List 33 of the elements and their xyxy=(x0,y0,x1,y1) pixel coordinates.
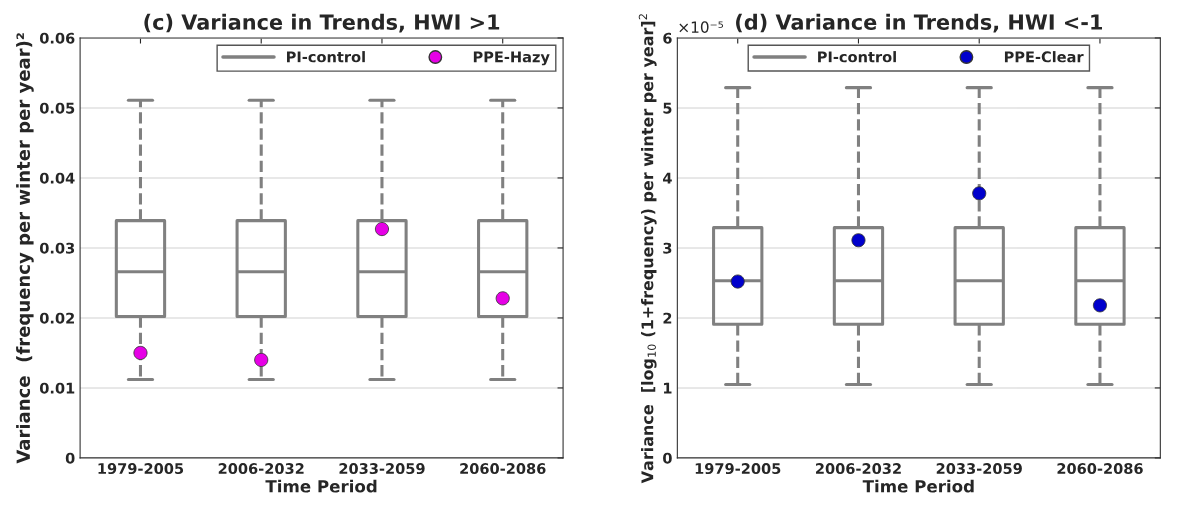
y-tick-label: 0.04 xyxy=(39,172,75,184)
chart-title: (c) Variance in Trends, HWI >1 xyxy=(144,13,500,33)
x-tick-label: 2006-2032 xyxy=(218,463,304,475)
y-tick-label: 1 xyxy=(663,382,672,394)
x-tick-label: 2006-2032 xyxy=(816,463,901,475)
legend-label: PI-control xyxy=(287,51,365,63)
y-tick-label: 2 xyxy=(663,312,672,324)
x-tick-label: 1979-2005 xyxy=(98,463,184,475)
x-tick-label: 1979-2005 xyxy=(695,463,781,475)
y-tick-label: 0.01 xyxy=(39,382,75,394)
y-tick-label: 0.06 xyxy=(39,32,75,44)
y-tick-label: 0 xyxy=(663,452,672,464)
y-tick-label: 6 xyxy=(663,32,672,44)
y-tick-label: 0 xyxy=(65,452,75,464)
x-axis-title: Time Period xyxy=(265,479,377,493)
y-tick-label: 0.03 xyxy=(39,242,75,254)
x-tick-label: 2060-2086 xyxy=(460,463,546,475)
y-axis-title: Variance (frequency per winter per year)² xyxy=(16,33,34,464)
chart-title: (d) Variance in Trends, HWI <-1 xyxy=(736,13,1102,33)
x-tick-label: 2033-2059 xyxy=(936,463,1022,475)
legend-label: PPE-Clear xyxy=(1004,51,1084,63)
y-tick-label: 0.05 xyxy=(39,102,75,114)
x-axis-title: Time Period xyxy=(862,479,974,493)
y-tick-label: 0.02 xyxy=(39,312,74,324)
legend-label: PI-control xyxy=(818,51,896,63)
y-tick-label: 5 xyxy=(663,102,672,114)
text: ×10⁻⁵ xyxy=(679,21,724,33)
x-tick-label: 2033-2059 xyxy=(339,463,425,475)
y-axis-title: Variance [log$_{10}$ (1+frequency) per winter per year]$^{2}$ xyxy=(638,14,657,484)
y-tick-label: 3 xyxy=(663,242,672,254)
y-tick-label: 4 xyxy=(663,172,672,184)
legend-label: PPE-Hazy xyxy=(473,51,550,66)
x-tick-label: 2060-2086 xyxy=(1057,463,1143,475)
